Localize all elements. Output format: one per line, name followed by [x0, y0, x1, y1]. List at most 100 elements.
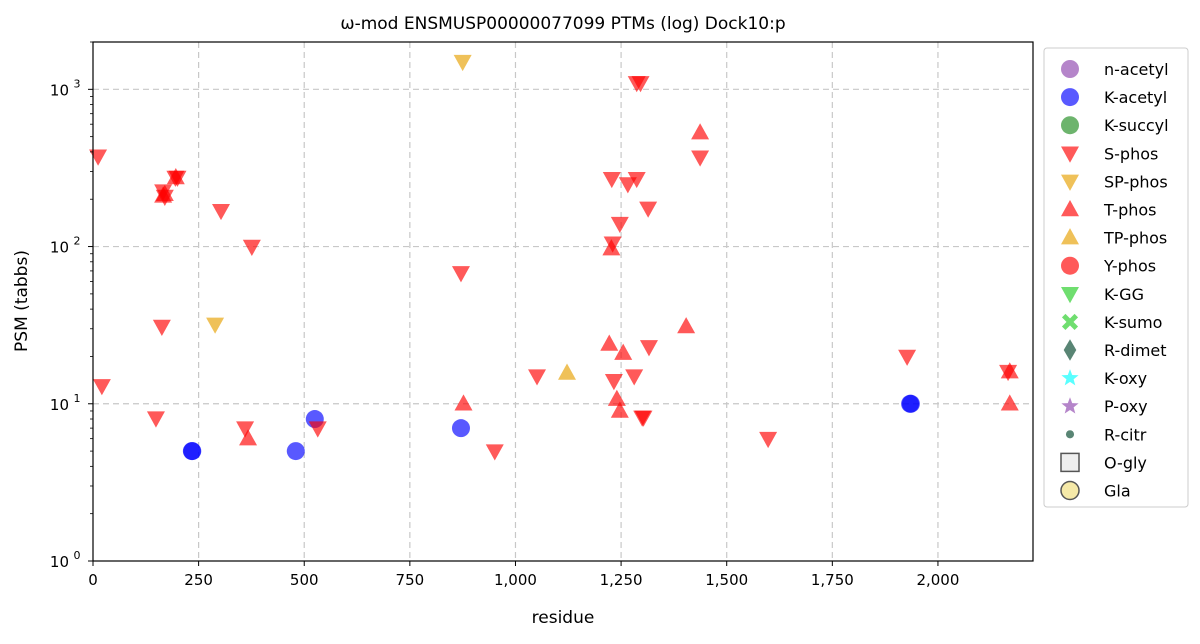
x-tick-label: 1,750	[811, 571, 854, 589]
legend-label: K-succyl	[1104, 116, 1169, 135]
data-point-k-acetyl	[183, 442, 202, 461]
x-axis-label: residue	[532, 608, 595, 628]
legend-label: Y-phos	[1103, 257, 1156, 276]
grid	[93, 42, 1033, 561]
data-point-sp-phos	[206, 317, 225, 334]
x-tick-label: 1,500	[705, 571, 748, 589]
legend-item: n-acetyl	[1061, 60, 1169, 79]
legend-label: R-dimet	[1104, 341, 1167, 360]
legend-label: K-sumo	[1104, 313, 1162, 332]
legend-label: TP-phos	[1103, 229, 1167, 248]
data-point-s-phos	[759, 431, 778, 449]
legend-label: Gla	[1104, 482, 1131, 501]
plot-frame	[92, 41, 1034, 562]
data-point-t-phos	[607, 389, 626, 406]
legend-item: Gla	[1060, 480, 1131, 501]
legend-marker-t-phos-icon	[1061, 200, 1079, 217]
legend-item: R-citr	[1065, 425, 1147, 444]
legend-item: TP-phos	[1061, 228, 1167, 248]
data-point-s-phos	[485, 444, 504, 461]
data-point-s-phos	[236, 421, 255, 438]
legend-label: P-oxy	[1104, 397, 1148, 416]
data-point-s-phos	[308, 421, 327, 438]
x-tick-label: 750	[396, 571, 425, 589]
data-point-s-phos	[610, 216, 629, 234]
legend-item: P-oxy	[1061, 397, 1148, 416]
legend-frame	[1043, 47, 1189, 508]
data-point-s-phos	[627, 171, 646, 189]
data-point-k-acetyl	[901, 394, 920, 413]
legend-marker-s-phos-icon	[1061, 146, 1079, 163]
data-point-s-phos	[634, 410, 653, 427]
legend-label: T-phos	[1103, 201, 1157, 220]
legend-marker-k-sumo-icon	[1061, 313, 1079, 330]
data-point-s-phos	[212, 203, 231, 221]
y-tick-label: 10	[50, 553, 69, 571]
data-point-s-phos	[618, 177, 637, 194]
legend-item: K-acetyl	[1061, 88, 1167, 107]
data-point-k-acetyl	[286, 442, 305, 461]
data-point-t-phos	[614, 343, 633, 360]
data-point-t-phos	[610, 401, 629, 418]
legend-item: R-dimet	[1063, 339, 1167, 361]
y-tick-label: 10	[50, 81, 69, 99]
legend-marker-y-phos-icon	[1061, 256, 1079, 275]
legend-marker-sp-phos-icon	[1061, 174, 1079, 191]
chart-title: ω-mod ENSMUSP00000077099 PTMs (log) Dock…	[340, 14, 785, 34]
legend-label: O-gly	[1104, 453, 1147, 472]
data-point-t-phos	[602, 239, 621, 256]
legend-label: S-phos	[1104, 144, 1158, 163]
legend-label: SP-phos	[1104, 172, 1168, 191]
data-point-s-phos	[92, 379, 111, 396]
legend-marker-tp-phos-icon	[1061, 228, 1079, 245]
legend-label: R-citr	[1104, 425, 1147, 444]
data-point-s-phos	[631, 76, 650, 93]
data-point-s-phos	[604, 374, 623, 391]
legend-label: K-acetyl	[1104, 88, 1167, 107]
x-tick-label: 0	[88, 571, 98, 589]
data-point-t-phos	[239, 429, 258, 446]
y-axis-ticks: 10 0 10 1 10 2 10 3	[50, 41, 93, 571]
legend-label: K-oxy	[1104, 369, 1147, 388]
data-point-s-phos	[691, 150, 710, 167]
legend-item: K-GG	[1061, 285, 1144, 304]
legend-marker-k-gg-icon	[1061, 287, 1079, 304]
data-point-tp-phos	[558, 363, 577, 380]
data-point-t-phos	[155, 184, 174, 202]
data-point-sp-phos	[453, 54, 472, 72]
data-point-t-phos	[454, 394, 473, 411]
legend-label: K-GG	[1104, 285, 1144, 304]
legend-marker-k-acetyl-icon	[1061, 88, 1079, 107]
legend-item: K-oxy	[1061, 369, 1147, 388]
x-tick-label: 2,000	[916, 571, 959, 589]
x-tick-label: 500	[290, 571, 319, 589]
legend-marker-n-acetyl-icon	[1061, 60, 1079, 78]
data-point-s-phos	[146, 411, 165, 428]
y-tick-label: 10	[50, 396, 69, 414]
data-point-s-phos	[242, 239, 261, 257]
data-point-t-phos	[677, 317, 696, 334]
legend-marker-r-dimet-icon	[1063, 339, 1077, 361]
x-tick-label: 250	[184, 571, 213, 589]
data-point-s-phos	[602, 171, 621, 189]
legend-item: K-sumo	[1061, 313, 1162, 332]
y-tick-exponent: 3	[74, 77, 81, 90]
x-axis-ticks: 0 250 500 750 1,000 1,250 1,500 1,750 2,000	[88, 561, 959, 589]
y-axis-label: PSM (tabbs)	[12, 250, 32, 352]
legend-item: O-gly	[1060, 452, 1147, 472]
legend-item: Y-phos	[1061, 256, 1156, 276]
data-points	[89, 54, 1019, 461]
x-tick-label: 1,250	[600, 571, 643, 589]
data-point-s-phos	[451, 266, 470, 283]
legend: n-acetyl K-acetyl K-succyl S-phos SP-phos T-p…	[1043, 47, 1189, 508]
data-point-s-phos	[639, 201, 658, 218]
legend-item: S-phos	[1061, 144, 1158, 163]
y-tick-exponent: 2	[74, 235, 81, 248]
legend-marker-p-oxy-icon	[1061, 397, 1079, 414]
data-point-t-phos	[691, 123, 710, 140]
data-point-k-acetyl	[451, 419, 470, 438]
legend-marker-k-succyl-icon	[1061, 116, 1079, 135]
x-tick-label: 1,000	[494, 571, 537, 589]
y-tick-exponent: 0	[74, 549, 81, 562]
